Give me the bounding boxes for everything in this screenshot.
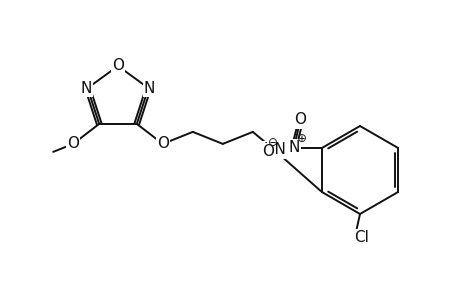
Text: HN: HN: [263, 142, 285, 158]
Text: Cl: Cl: [354, 230, 369, 245]
Text: O: O: [67, 136, 79, 152]
Text: N: N: [143, 81, 155, 96]
Text: N: N: [81, 81, 92, 96]
Text: O: O: [112, 58, 124, 73]
Text: O: O: [157, 136, 168, 152]
Text: ⊕: ⊕: [297, 131, 306, 145]
Text: O: O: [261, 145, 273, 160]
Text: O: O: [293, 112, 305, 128]
Text: N: N: [288, 140, 299, 155]
Text: ⊖: ⊖: [268, 136, 277, 149]
